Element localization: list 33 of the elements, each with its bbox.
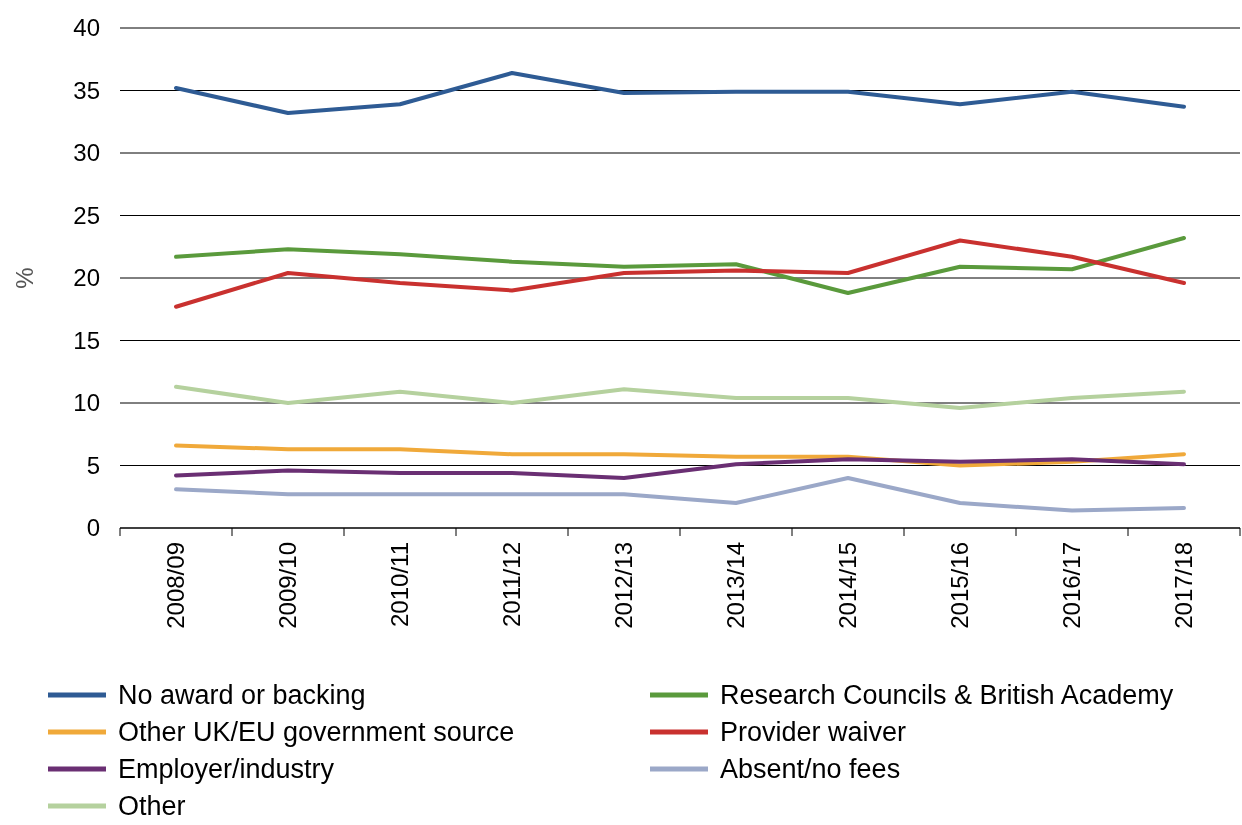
line-series (174, 384, 1186, 410)
legend-label: Provider waiver (720, 717, 907, 748)
x-tick-label: 2011/12 (498, 542, 525, 627)
x-tick-label: 2013/14 (722, 542, 749, 629)
line-series (174, 238, 1186, 309)
x-tick-label: 2015/16 (946, 542, 973, 629)
y-tick-label: 0 (86, 514, 100, 542)
y-tick-label: 30 (73, 139, 100, 167)
y-tick-label: 40 (73, 14, 100, 42)
x-tick-label: 2014/15 (834, 542, 861, 629)
y-tick-label: 10 (73, 389, 100, 417)
legend-label: Other UK/EU government source (118, 717, 515, 748)
x-tick-label: 2012/13 (610, 542, 637, 629)
y-tick-label: 15 (73, 326, 100, 354)
x-tick-label: 2017/18 (1170, 542, 1197, 629)
y-axis-title: % (11, 267, 38, 289)
line-series (174, 236, 1186, 295)
y-tick-label: 25 (73, 201, 100, 229)
legend-label: Research Councils & British Academy (720, 680, 1174, 711)
y-tick-label: 5 (86, 451, 100, 479)
legend-label: Absent/no fees (720, 754, 901, 785)
x-tick-label: 2008/09 (162, 542, 189, 629)
x-tick-label: 2016/17 (1058, 542, 1085, 629)
line-series (174, 71, 1186, 115)
legend-label: No award or backing (118, 680, 366, 711)
x-tick-label: 2010/11 (386, 542, 413, 627)
line-series (174, 476, 1186, 513)
legend-label: Other (118, 791, 186, 822)
y-tick-label: 20 (73, 264, 100, 292)
line-series (174, 457, 1186, 480)
y-tick-label: 35 (73, 76, 100, 104)
x-tick-label: 2009/10 (274, 542, 301, 629)
legend-label: Employer/industry (118, 754, 335, 785)
